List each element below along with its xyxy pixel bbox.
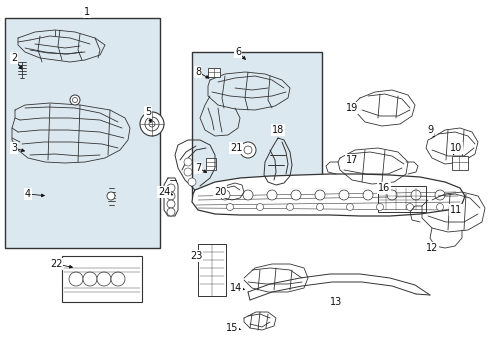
Circle shape — [97, 272, 111, 286]
Circle shape — [267, 190, 277, 200]
Circle shape — [70, 95, 80, 105]
Circle shape — [407, 203, 414, 211]
Text: 11: 11 — [450, 205, 462, 215]
Circle shape — [315, 190, 325, 200]
Circle shape — [287, 203, 294, 211]
Circle shape — [167, 184, 175, 192]
Circle shape — [184, 158, 192, 166]
Bar — [62, 256, 142, 302]
Bar — [5, 18, 160, 248]
Circle shape — [69, 272, 83, 286]
Text: 15: 15 — [226, 323, 238, 333]
Text: 12: 12 — [426, 243, 438, 253]
Text: 13: 13 — [330, 297, 342, 307]
Polygon shape — [192, 174, 465, 216]
Circle shape — [107, 192, 115, 200]
Text: 24: 24 — [158, 187, 170, 197]
Bar — [206, 158, 216, 170]
Text: 16: 16 — [378, 183, 390, 193]
Circle shape — [83, 272, 97, 286]
Text: 19: 19 — [346, 103, 358, 113]
Circle shape — [167, 192, 175, 200]
Circle shape — [184, 168, 192, 176]
Circle shape — [240, 142, 256, 158]
Text: 21: 21 — [230, 143, 242, 153]
Text: 22: 22 — [50, 259, 62, 269]
Circle shape — [244, 146, 252, 154]
Text: 23: 23 — [190, 251, 202, 261]
Text: 14: 14 — [230, 283, 242, 293]
Text: 20: 20 — [214, 187, 226, 197]
Circle shape — [256, 203, 264, 211]
Circle shape — [387, 190, 397, 200]
Circle shape — [346, 203, 353, 211]
Circle shape — [339, 190, 349, 200]
Text: 2: 2 — [11, 53, 17, 63]
Circle shape — [363, 190, 373, 200]
Bar — [198, 244, 226, 296]
Text: 6: 6 — [235, 47, 241, 57]
Text: 10: 10 — [450, 143, 462, 153]
Circle shape — [317, 203, 323, 211]
Circle shape — [376, 203, 384, 211]
Text: 1: 1 — [84, 7, 90, 17]
Circle shape — [73, 98, 77, 103]
Circle shape — [435, 190, 445, 200]
Circle shape — [291, 190, 301, 200]
Bar — [378, 186, 426, 212]
Text: 7: 7 — [195, 163, 201, 173]
Circle shape — [188, 178, 196, 186]
Circle shape — [167, 208, 175, 216]
Circle shape — [243, 190, 253, 200]
Circle shape — [140, 112, 164, 136]
Text: 18: 18 — [272, 125, 284, 135]
Circle shape — [111, 272, 125, 286]
Text: 17: 17 — [346, 155, 358, 165]
Circle shape — [145, 117, 159, 131]
Circle shape — [411, 190, 421, 200]
Circle shape — [220, 190, 230, 200]
Circle shape — [226, 203, 234, 211]
Circle shape — [149, 121, 155, 127]
Text: 4: 4 — [25, 189, 31, 199]
Text: 8: 8 — [195, 67, 201, 77]
Bar — [452, 156, 468, 170]
Text: 5: 5 — [145, 107, 151, 117]
Circle shape — [167, 200, 175, 208]
Circle shape — [437, 203, 443, 211]
Text: 9: 9 — [427, 125, 433, 135]
Bar — [192, 52, 322, 197]
Bar — [208, 68, 220, 77]
Text: 3: 3 — [11, 143, 17, 153]
